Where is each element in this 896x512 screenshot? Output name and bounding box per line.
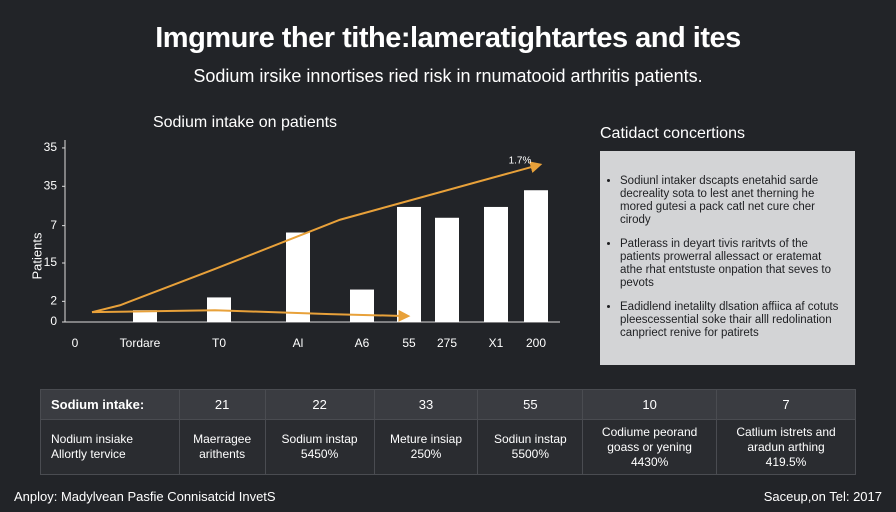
cell: Sodiun instap 5500% (477, 419, 584, 475)
cell-line: aradun arthing (747, 439, 825, 454)
bar (435, 217, 459, 322)
y-tick-label: 7 (50, 218, 57, 232)
cell-line: 250% (410, 447, 442, 461)
cell-line: Catlium istrets and (736, 424, 836, 439)
header-cell: 10 (582, 389, 718, 420)
cell: Meture insiap 250% (373, 419, 479, 475)
trend-line (91, 309, 411, 322)
x-tick-label: 200 (526, 336, 546, 350)
bar (397, 206, 421, 322)
cell: Catlium istrets and aradun arthing 419.5% (716, 419, 856, 475)
bullet: Eadidlend inetalilty dlsation affiica af… (620, 301, 841, 340)
origin-label: 0 (72, 336, 79, 350)
cell-line: Sodium instap (281, 432, 358, 446)
footer-right: Saceup,on Tel: 2017 (763, 489, 882, 504)
header-cell: 33 (373, 389, 479, 420)
x-tick-label: 275 (437, 336, 457, 350)
x-tick-label: X1 (489, 336, 504, 350)
bullet-list: Sodiunl intaker dscapts enetahid sarde d… (608, 175, 841, 340)
bar (524, 190, 548, 322)
y-axis-label: Patients (29, 232, 44, 279)
bar (133, 310, 157, 322)
panel: Sodiunl intaker dscapts enetahid sarde d… (600, 151, 855, 365)
cell: Nodium insiake Allortly tervice (40, 419, 180, 475)
row: Nodium insiake Allortly tervice Maerragee a… (40, 419, 856, 475)
cell-line: Sodiun instap (493, 432, 567, 446)
cell-line: Meture insiap (389, 432, 463, 446)
cell-line: Codiume peorand (601, 424, 698, 439)
bar (484, 206, 508, 322)
x-tick-label: 55 (402, 336, 416, 350)
y-tick-label: 35 (44, 140, 58, 154)
y-tick-label: 2 (50, 294, 57, 308)
x-tick-label: Al (293, 336, 304, 350)
y-tick-label: 15 (44, 255, 58, 269)
cell: Codiume peorand goass or yening 4430% (582, 419, 718, 475)
annotation: 1.7% (509, 155, 532, 166)
bar (286, 232, 310, 322)
bullet: Sodiunl intaker dscapts enetahid sarde d… (620, 175, 841, 227)
footer-left: Anploy: Madylvean Pasfie Connisatcid Inv… (14, 489, 276, 504)
title: Imgmure ther tithe:lameratightartes and … (155, 22, 741, 54)
x-tick-label: A6 (355, 336, 370, 350)
cell-line: 5500% (511, 447, 550, 461)
panel-title: Catidact concertions (600, 125, 745, 142)
cell-line: 4430% (630, 454, 669, 469)
subtitle: Sodium irsike innortises ried risk in rn… (193, 66, 703, 86)
cell-line: 419.5% (765, 454, 807, 469)
header-cell: 22 (264, 389, 375, 420)
bar (350, 289, 374, 322)
cell-line: Nodium insiake (51, 432, 134, 446)
chart-title: Sodium intake on patients (153, 114, 337, 131)
cell-line: 5450% (300, 447, 339, 461)
cell-line: arithents (199, 447, 246, 461)
header-cell: 21 (178, 389, 266, 420)
header-cell: Sodium intake: (40, 389, 180, 420)
header-cell: 55 (477, 389, 584, 420)
cell: Maerragee arithents (178, 419, 266, 475)
header-cell: 7 (716, 389, 856, 420)
x-tick-label: T0 (212, 336, 226, 350)
cell-line: Maerragee (193, 432, 252, 446)
trend-line (91, 161, 543, 314)
header-row: Sodium intake: 21 22 33 55 10 7 (40, 389, 856, 420)
cell: Sodium instap 5450% (264, 419, 375, 475)
y-tick-label: 0 (50, 314, 57, 328)
chart: Sodium intake on patients Patients 0 0 2 1… (29, 114, 560, 350)
bullet: Patlerass in deyart tivis raritvts of th… (620, 238, 841, 290)
x-tick-label: Tordare (120, 336, 161, 350)
cell-line: Allortly tervice (51, 447, 126, 461)
table: Sodium intake: 21 22 33 55 10 7 Nodium insiake A… (40, 389, 856, 475)
cell-line: goass or yening (607, 439, 692, 454)
y-tick-label: 35 (44, 178, 58, 192)
